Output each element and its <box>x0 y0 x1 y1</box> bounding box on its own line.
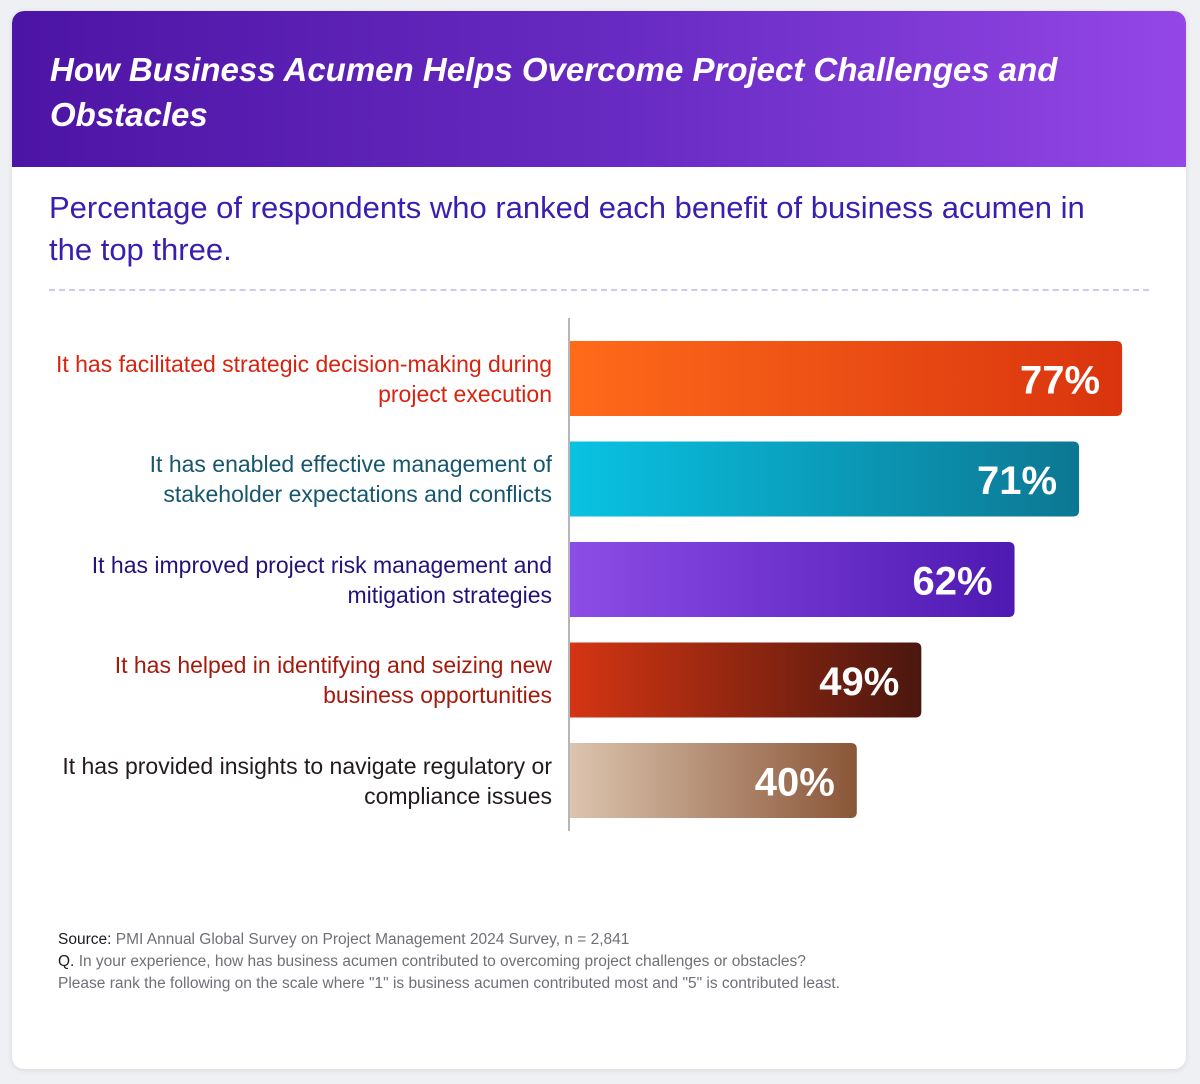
bar-chart: 77% 71% 62% 49% 40% It has facilitated strat… <box>12 11 1186 1069</box>
bar-5 <box>570 743 857 818</box>
category-label-2: It has enabled effective management of s… <box>149 451 552 507</box>
chart-subtitle: Percentage of respondents who ranked eac… <box>49 190 1085 267</box>
category-label-3: It has improved project risk management … <box>91 551 552 608</box>
question-text: In your experience, how has business acu… <box>78 953 806 970</box>
question-key: Q. <box>58 953 75 970</box>
question-line: Q. In your experience, how has business … <box>58 951 1138 973</box>
source-key: Source: <box>58 931 112 948</box>
dashed-divider <box>49 289 1149 291</box>
source-line: Source: PMI Annual Global Survey on Proj… <box>58 929 1138 951</box>
bar-4 <box>570 642 922 718</box>
category-label-5: It has provided insights to navigate reg… <box>62 752 552 809</box>
source-text: PMI Annual Global Survey on Project Mana… <box>115 931 630 948</box>
footnote: Source: PMI Annual Global Survey on Proj… <box>58 929 1138 995</box>
bar-value-label-5: 40% <box>755 761 835 805</box>
bar-3 <box>570 542 1015 617</box>
bar-value-label-1: 77% <box>1020 359 1100 403</box>
bar-value-label-4: 49% <box>819 660 899 704</box>
category-label-4: It has helped in identifying and seizing… <box>114 652 552 708</box>
category-label-1: It has facilitated strategic decision-ma… <box>55 350 552 407</box>
question-line-2: Please rank the following on the scale w… <box>58 975 840 992</box>
bar-value-label-3: 62% <box>912 560 992 604</box>
page-title: How Business Acumen Helps Overcome Proje… <box>50 51 1058 133</box>
header-banner: How Business Acumen Helps Overcome Proje… <box>12 11 1186 167</box>
infographic-card: How Business Acumen Helps Overcome Proje… <box>12 11 1186 1069</box>
bar-chart-svg: 77% 71% 62% 49% 40% <box>568 318 1123 831</box>
bar-1 <box>570 341 1123 416</box>
bar-value-label-2: 71% <box>977 459 1057 503</box>
bar-2 <box>570 441 1080 517</box>
